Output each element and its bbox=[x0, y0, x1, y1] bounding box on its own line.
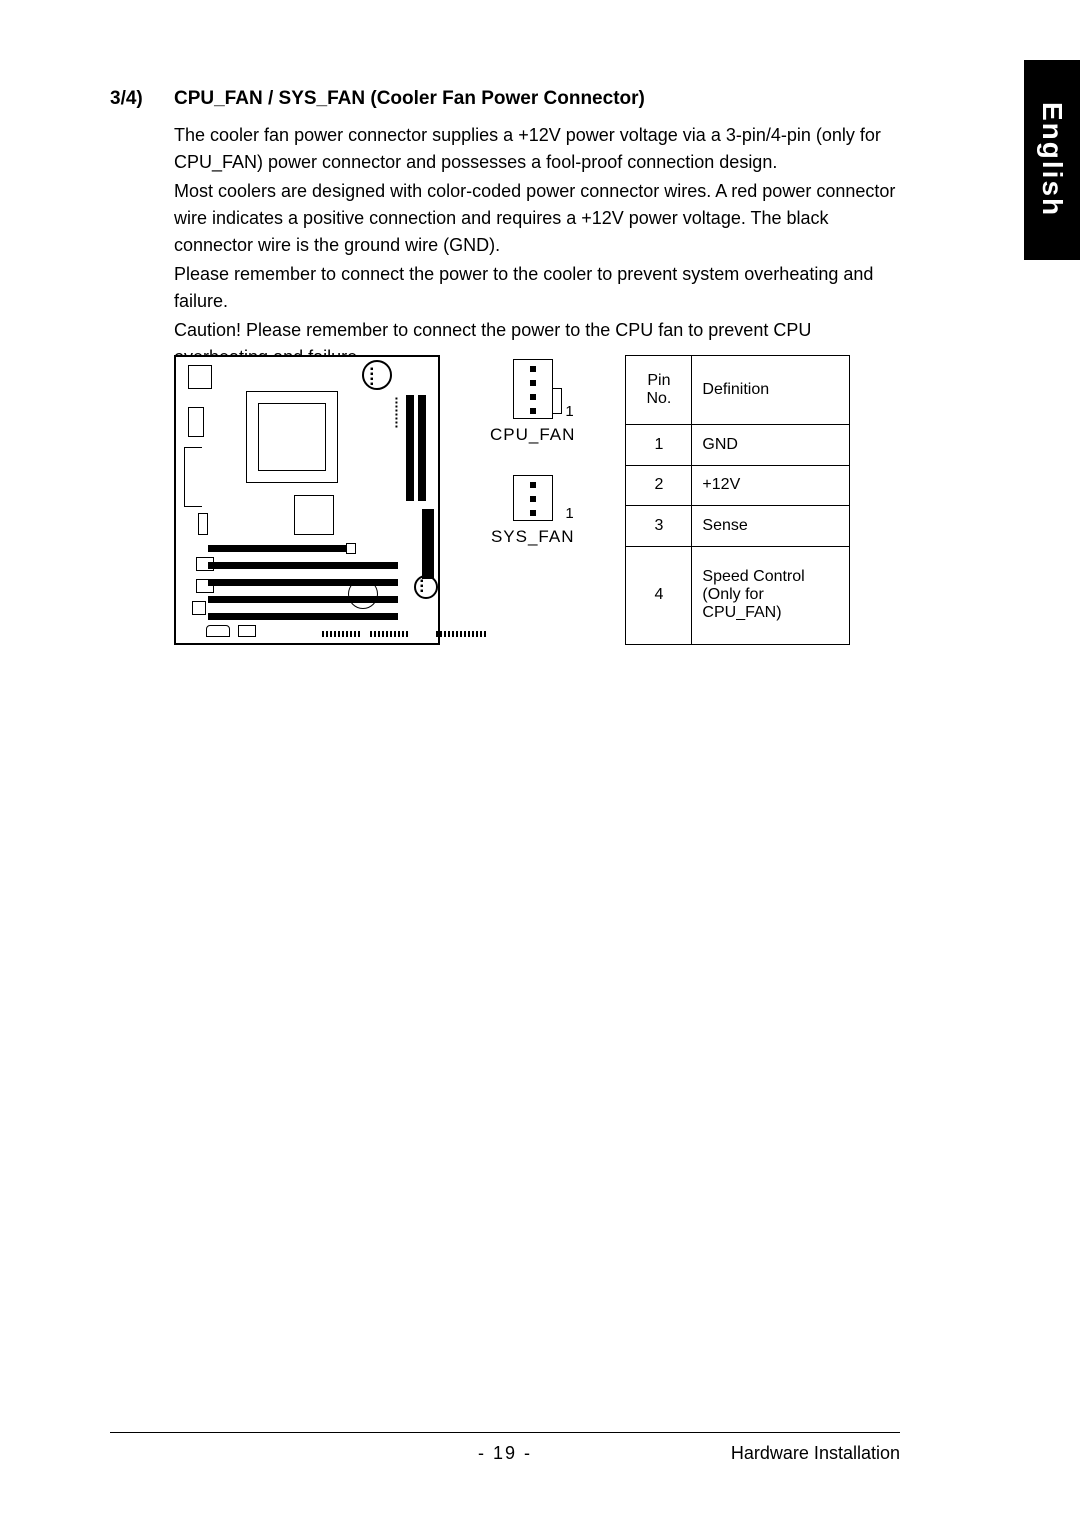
cell-def: +12V bbox=[692, 465, 850, 505]
page-footer: - 19 - Hardware Installation bbox=[110, 1432, 900, 1464]
paragraph: Please remember to connect the power to … bbox=[174, 261, 900, 315]
sys-fan-label: SYS_FAN bbox=[490, 527, 575, 547]
section-number: 3/4) bbox=[110, 88, 174, 110]
section-title: CPU_FAN / SYS_FAN (Cooler Fan Power Conn… bbox=[174, 88, 645, 110]
paragraph: Most coolers are designed with color-cod… bbox=[174, 178, 900, 259]
sys-fan-location-circle bbox=[414, 575, 438, 599]
cell-pin: 4 bbox=[626, 546, 692, 645]
paragraph: The cooler fan power connector supplies … bbox=[174, 122, 900, 176]
cell-pin: 2 bbox=[626, 465, 692, 505]
pin1-marker: 1 bbox=[565, 403, 573, 420]
cpu-fan-location-circle bbox=[362, 360, 392, 390]
page-number: - 19 - bbox=[478, 1443, 532, 1464]
main-content: 3/4) CPU_FAN / SYS_FAN (Cooler Fan Power… bbox=[110, 88, 900, 373]
section-body: The cooler fan power connector supplies … bbox=[174, 122, 900, 371]
pin1-marker: 1 bbox=[565, 505, 573, 522]
sys-fan-connector-diagram: 1 SYS_FAN bbox=[490, 475, 575, 547]
cell-def: Speed Control (Only for CPU_FAN) bbox=[692, 546, 850, 645]
connector-pin-diagrams: 1 CPU_FAN 1 SYS_FAN bbox=[490, 355, 575, 645]
header-pin: Pin No. bbox=[626, 356, 692, 425]
cpu-fan-label: CPU_FAN bbox=[490, 425, 575, 445]
table-row: 4 Speed Control (Only for CPU_FAN) bbox=[626, 546, 850, 645]
cell-def: Sense bbox=[692, 506, 850, 546]
table-row: 2 +12V bbox=[626, 465, 850, 505]
section-header: 3/4) CPU_FAN / SYS_FAN (Cooler Fan Power… bbox=[110, 88, 900, 110]
language-tab: English bbox=[1024, 60, 1080, 260]
cell-pin: 3 bbox=[626, 506, 692, 546]
motherboard-diagram: ▪▪▪▪▪▪▪▪ ▪▪▪▪ ▪▪▪ bbox=[174, 355, 440, 645]
cell-pin: 1 bbox=[626, 425, 692, 465]
pin-definition-table: Pin No. Definition 1 GND 2 +12V 3 Sense … bbox=[625, 355, 850, 645]
cpu-fan-connector-diagram: 1 CPU_FAN bbox=[490, 359, 575, 445]
table-row: 1 GND bbox=[626, 425, 850, 465]
cell-def: GND bbox=[692, 425, 850, 465]
header-def: Definition bbox=[692, 356, 850, 425]
table-row: 3 Sense bbox=[626, 506, 850, 546]
language-tab-label: English bbox=[1036, 102, 1068, 217]
diagram-area: ▪▪▪▪▪▪▪▪ ▪▪▪▪ ▪▪▪ bbox=[174, 355, 850, 645]
table-header-row: Pin No. Definition bbox=[626, 356, 850, 425]
footer-section-name: Hardware Installation bbox=[731, 1443, 900, 1464]
